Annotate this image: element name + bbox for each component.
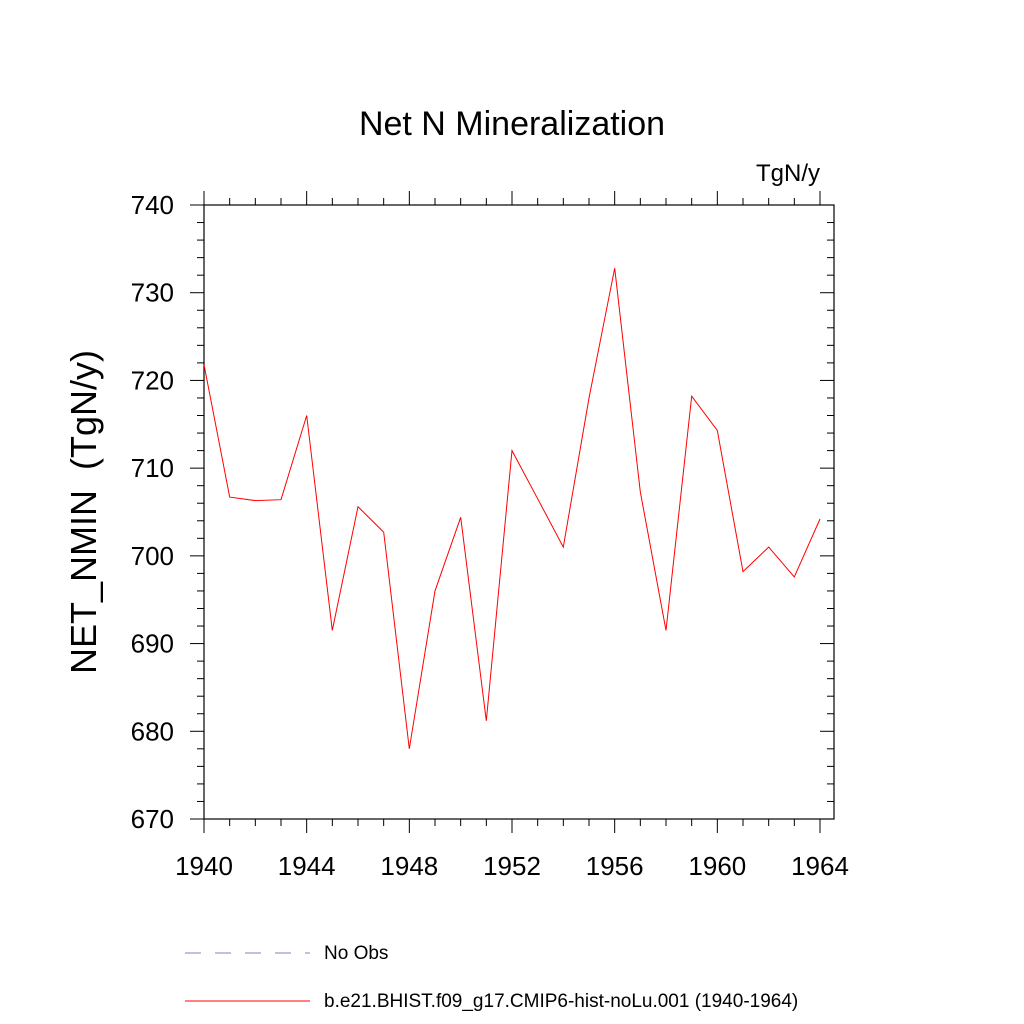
plot-frame <box>203 204 835 820</box>
series-layer <box>203 268 821 749</box>
legend-label-no-obs: No Obs <box>324 943 388 964</box>
x-tick-label: 1956 <box>586 851 644 881</box>
y-tick-label: 710 <box>131 453 174 483</box>
legend-label-model: b.e21.BHIST.f09_g17.CMIP6-hist-noLu.001 … <box>324 991 798 1012</box>
legend: No Obs b.e21.BHIST.f09_g17.CMIP6-hist-no… <box>185 943 798 1012</box>
series-line <box>203 268 821 749</box>
y-tick-label: 690 <box>131 629 174 659</box>
y-tick-label: 670 <box>131 804 174 834</box>
y-tick-label: 680 <box>131 716 174 746</box>
units-label: TgN/y <box>756 160 820 187</box>
x-tick-label: 1964 <box>791 851 849 881</box>
axis-ticks <box>190 191 834 833</box>
x-tick-label: 1960 <box>688 851 746 881</box>
x-tick-label: 1944 <box>278 851 336 881</box>
x-tick-label: 1952 <box>483 851 541 881</box>
y-tick-label: 730 <box>131 278 174 308</box>
y-axis-label: NET_NMIN (TgN/y) <box>63 350 104 674</box>
chart-title: Net N Mineralization <box>359 105 665 143</box>
y-tick-label: 720 <box>131 365 174 395</box>
y-tick-label: 700 <box>131 541 174 571</box>
tick-labels: 1940 1944 1948 1952 1956 1960 1964 670 680 690 700… <box>131 190 849 881</box>
y-tick-label: 740 <box>131 190 174 220</box>
x-tick-label: 1948 <box>380 851 438 881</box>
x-tick-label: 1940 <box>175 851 233 881</box>
